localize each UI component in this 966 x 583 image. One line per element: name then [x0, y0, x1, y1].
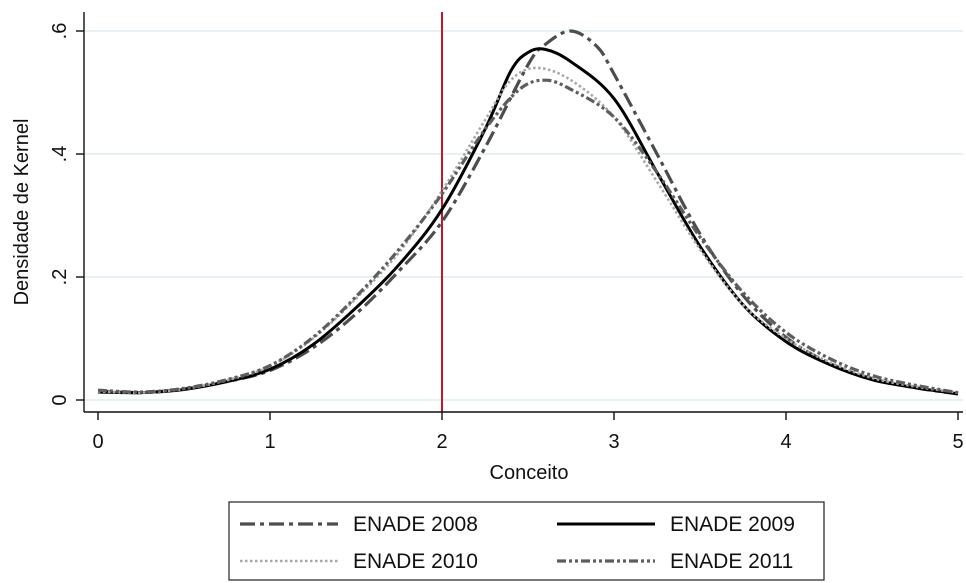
x-tick-label-0: 0 [92, 431, 103, 453]
x-tick-label-4: 4 [780, 431, 791, 453]
series-line-1 [97, 29, 959, 396]
legend-label-2: ENADE 2009 [670, 513, 795, 536]
y-tick-label-2: .4 [49, 146, 71, 163]
x-axis-title: Conceito [490, 462, 569, 484]
legend-label-1: ENADE 2008 [353, 513, 478, 536]
legend-entries: ENADE 2008 ENADE 2009 ENADE 2010 ENADE 2011 [240, 513, 795, 573]
series-line-2 [97, 47, 959, 396]
x-tick-label-2: 2 [436, 431, 447, 453]
legend-label-4: ENADE 2011 [670, 550, 793, 573]
series-line-4 [97, 78, 959, 395]
y-ticks: 0 .2 .4 .6 [49, 23, 84, 406]
y-tick-label-3: .6 [49, 23, 71, 40]
legend: ENADE 2008 ENADE 2009 ENADE 2010 ENADE 2011 [228, 501, 825, 581]
y-tick-label-0: 0 [49, 394, 71, 405]
y-axis-title: Densidade de Kernel [11, 119, 33, 306]
legend-label-3: ENADE 2010 [353, 550, 478, 573]
series-layer [97, 29, 959, 396]
x-tick-label-5: 5 [952, 431, 963, 453]
x-ticks: 0 1 2 3 4 5 [92, 412, 964, 453]
gridlines [84, 30, 963, 401]
x-tick-label-3: 3 [608, 431, 619, 453]
y-tick-label-1: .2 [49, 269, 71, 286]
legend-box [228, 501, 825, 581]
x-tick-label-1: 1 [264, 431, 275, 453]
